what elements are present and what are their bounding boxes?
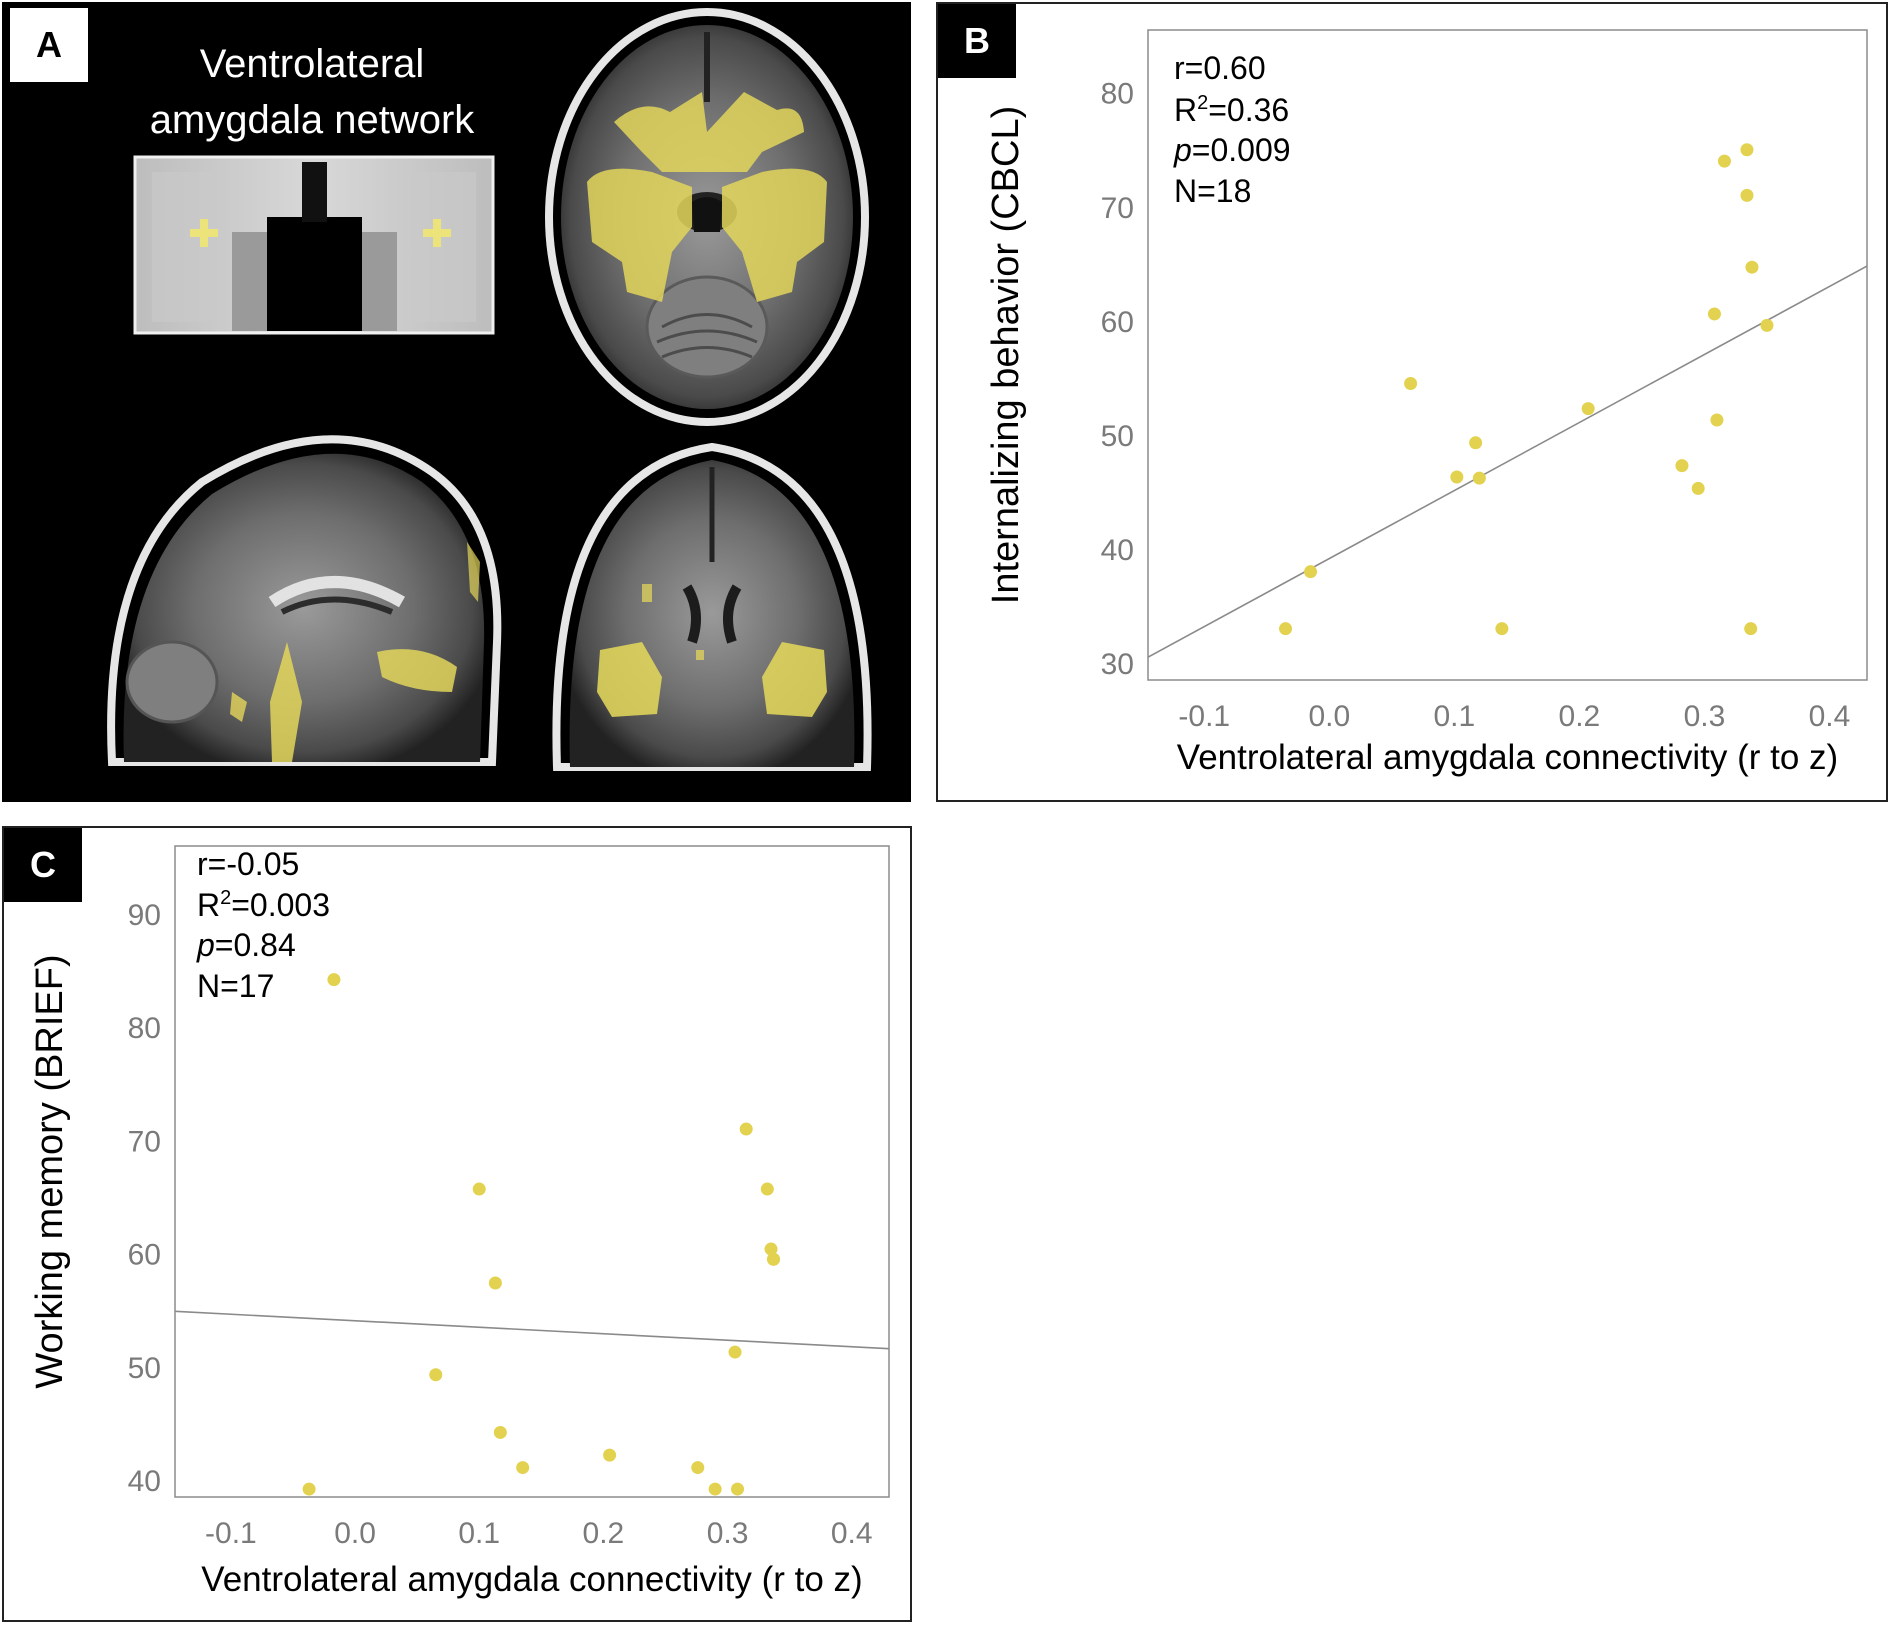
network-title-line2: amygdala network xyxy=(149,98,475,142)
data-point-b xyxy=(1710,413,1724,427)
data-point-c xyxy=(472,1182,486,1196)
data-point-b xyxy=(1469,436,1483,450)
data-point-c xyxy=(429,1368,443,1382)
data-point-b xyxy=(1745,260,1759,274)
axial-brain-slice xyxy=(545,8,869,426)
y-tick-label-c: 60 xyxy=(128,1239,161,1272)
x-tick-label-c: 0.3 xyxy=(707,1517,749,1550)
y-tick-label-c: 80 xyxy=(128,1012,161,1045)
data-point-b xyxy=(1691,481,1705,495)
stat-r2-c: R2=0.003 xyxy=(197,887,330,923)
stat-n-c: N=17 xyxy=(197,968,274,1004)
data-point-c xyxy=(767,1252,781,1266)
data-point-b xyxy=(1581,402,1595,416)
coronal-brain-slice xyxy=(552,442,872,771)
x-axis-label-c: Ventrolateral amygdala connectivity (r t… xyxy=(201,1560,862,1599)
data-point-b xyxy=(1450,470,1464,484)
data-point-c xyxy=(327,973,341,987)
data-point-c xyxy=(708,1482,722,1496)
data-point-b xyxy=(1495,622,1509,636)
x-tick-label-b: -0.1 xyxy=(1178,700,1230,733)
data-point-b xyxy=(1717,154,1731,168)
data-point-c xyxy=(516,1461,530,1475)
y-axis-label-c: Working memory (BRIEF) xyxy=(29,954,71,1388)
stat-r2-b: R2=0.36 xyxy=(1174,92,1289,128)
regression-line-c xyxy=(174,1310,890,1350)
y-tick-label-c: 90 xyxy=(128,899,161,932)
scatter-chart-c: 40 50 60 70 80 90 -0.1 0.0 0.1 0.2 0.3 0.4 Ventrolat… xyxy=(29,845,890,1599)
brain-images-svg xyxy=(107,8,872,771)
data-point-c xyxy=(603,1448,617,1462)
x-tick-label-c: 0.4 xyxy=(831,1517,873,1550)
x-tick-label-c: -0.1 xyxy=(205,1517,257,1550)
scatter-chart-b: 30 40 50 60 70 80 -0.1 0.0 0.1 0.2 0.3 0.4 Ventrolat… xyxy=(985,29,1868,777)
y-tick-label-b: 50 xyxy=(1101,420,1134,453)
data-point-c xyxy=(739,1122,753,1136)
data-point-b xyxy=(1707,307,1721,321)
x-tick-label-b: 0.0 xyxy=(1308,700,1350,733)
stat-p-b: p=0.009 xyxy=(1173,132,1291,168)
data-point-b xyxy=(1472,471,1486,485)
data-point-b xyxy=(1404,377,1418,391)
stat-r-c: r=-0.05 xyxy=(197,846,299,882)
data-point-c xyxy=(731,1482,745,1496)
x-tick-label-c: 0.2 xyxy=(583,1517,625,1550)
panel-c-chart: C 40 50 60 70 80 90 -0.1 0.0 0.1 0.2 0.3 0.4 Ventrol… xyxy=(2,826,912,1622)
data-point-b xyxy=(1279,622,1293,636)
y-tick-label-c: 40 xyxy=(128,1465,161,1498)
data-point-c xyxy=(691,1461,705,1475)
plot-frame-b xyxy=(1147,29,1868,681)
data-point-b xyxy=(1740,188,1754,202)
regression-line-b xyxy=(1147,265,1868,658)
data-point-c xyxy=(764,1242,778,1256)
data-point-b xyxy=(1304,565,1318,579)
data-point-c xyxy=(728,1345,742,1359)
data-point-c xyxy=(760,1182,774,1196)
seed-right-plus-icon xyxy=(423,219,451,247)
plot-frame-c xyxy=(174,845,890,1498)
panel-b-chart: B 30 40 50 60 70 80 -0.1 0.0 0.1 0.2 0.3 0.4 Ventrol… xyxy=(936,2,1888,802)
panel-b-label: B xyxy=(938,4,1016,78)
sagittal-brain-slice xyxy=(107,435,502,766)
x-tick-label-b: 0.4 xyxy=(1809,700,1851,733)
y-axis-label-b: Internalizing behavior (CBCL) xyxy=(985,106,1027,604)
data-point-c xyxy=(302,1482,316,1496)
x-axis-label-b: Ventrolateral amygdala connectivity (r t… xyxy=(1177,738,1838,777)
panel-a-brain-images: A Ventrolateral amygdala network xyxy=(2,2,911,802)
network-title-line1: Ventrolateral xyxy=(199,42,425,86)
panel-c-label: C xyxy=(4,828,82,902)
stat-r-b: r=0.60 xyxy=(1174,50,1266,86)
x-tick-label-b: 0.2 xyxy=(1559,700,1601,733)
data-point-b xyxy=(1675,459,1689,473)
data-point-b xyxy=(1760,318,1774,332)
x-tick-label-b: 0.1 xyxy=(1433,700,1475,733)
stats-box-c: r=-0.05 R2=0.003 p=0.84 N=17 xyxy=(196,846,330,1004)
stat-n-b: N=18 xyxy=(1174,173,1251,209)
y-tick-label-c: 50 xyxy=(128,1352,161,1385)
y-tick-label-b: 40 xyxy=(1101,534,1134,567)
stats-box-b: r=0.60 R2=0.36 p=0.009 N=18 xyxy=(1173,50,1291,209)
network-title: Ventrolateral amygdala network xyxy=(92,36,532,148)
y-tick-label-b: 30 xyxy=(1101,648,1134,681)
y-tick-label-b: 80 xyxy=(1101,78,1134,111)
x-tick-label-c: 0.0 xyxy=(334,1517,376,1550)
y-tick-label-b: 70 xyxy=(1101,192,1134,225)
data-point-c xyxy=(488,1276,502,1290)
data-point-b xyxy=(1740,143,1754,157)
x-tick-label-b: 0.3 xyxy=(1684,700,1726,733)
data-point-c xyxy=(493,1425,507,1439)
seed-left-plus-icon xyxy=(190,219,218,247)
panel-a-label: A xyxy=(10,8,88,82)
stat-p-c: p=0.84 xyxy=(196,927,296,963)
y-tick-label-c: 70 xyxy=(128,1125,161,1158)
y-tick-label-b: 60 xyxy=(1101,306,1134,339)
x-tick-label-c: 0.1 xyxy=(458,1517,500,1550)
coronal-seed-inset xyxy=(133,155,495,335)
data-point-b xyxy=(1744,622,1758,636)
